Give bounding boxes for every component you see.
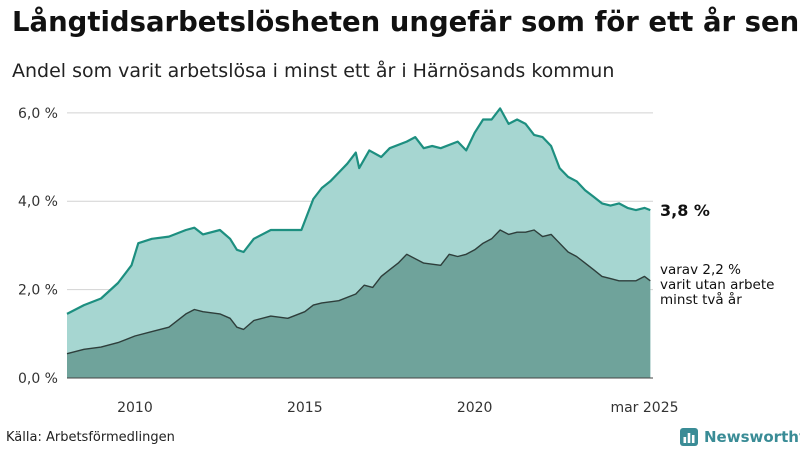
bar-chart-icon — [680, 428, 698, 446]
x-axis-ticks: 2010 2015 2020 mar 2025 — [117, 400, 678, 416]
area-very-long-term — [67, 230, 651, 378]
end-label-very-long-term: varit utan arbete — [660, 277, 774, 293]
x-tick-label: 2015 — [287, 400, 323, 416]
brand-name: Newsworthy — [704, 428, 800, 446]
brand-logo[interactable]: Newsworthy — [680, 426, 800, 448]
end-label-very-long-term: minst två år — [660, 291, 742, 308]
x-tick-label: 2010 — [117, 400, 153, 416]
line-very-long-term — [66, 229, 651, 355]
x-tick-label: 2020 — [457, 400, 493, 416]
y-tick-label: 4,0 % — [18, 194, 58, 210]
chart-title: Långtidsarbetslösheten ungefär som för e… — [12, 6, 800, 38]
y-tick-label: 0,0 % — [18, 371, 58, 387]
y-axis-ticks: 0,0 % 2,0 % 4,0 % 6,0 % — [18, 106, 58, 387]
series-very-long-term — [66, 229, 651, 378]
y-tick-label: 6,0 % — [18, 106, 58, 122]
source-note: Källa: Arbetsförmedlingen — [6, 430, 175, 445]
line-long-term — [66, 107, 651, 315]
end-label-long-term: 3,8 % — [660, 201, 710, 220]
y-tick-label: 2,0 % — [18, 283, 58, 299]
area-chart: 0,0 % 2,0 % 4,0 % 6,0 % 2010 2015 2020 mar 202… — [18, 106, 774, 416]
x-tick-label: mar 2025 — [610, 400, 678, 416]
end-label-very-long-term: varav 2,2 % — [660, 262, 741, 278]
chart-subtitle: Andel som varit arbetslösa i minst ett å… — [12, 60, 615, 82]
